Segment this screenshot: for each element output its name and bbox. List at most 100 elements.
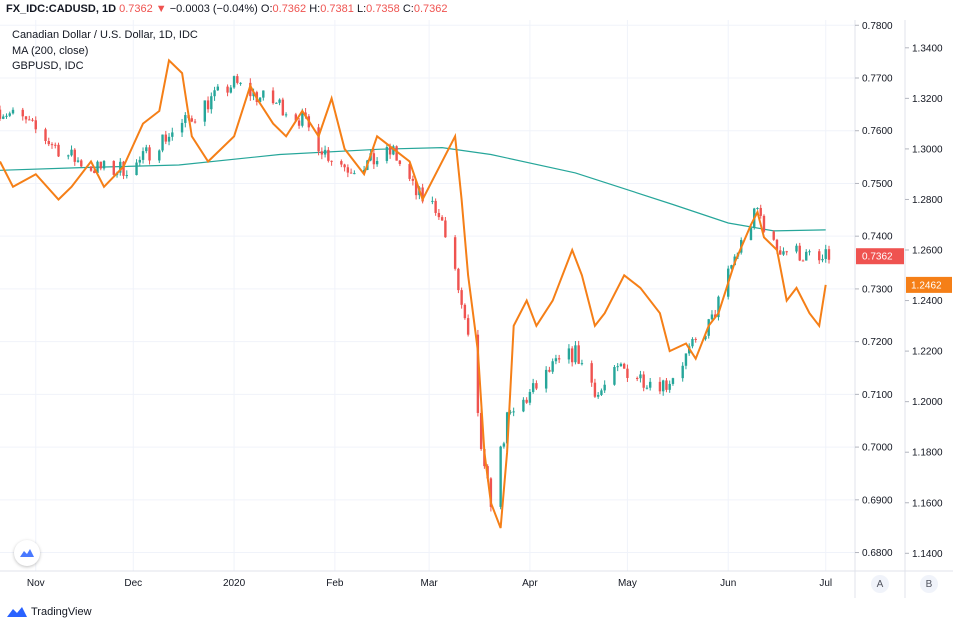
candle-124 (557, 354, 561, 363)
candle-3 (8, 111, 11, 118)
candle-body-51 (229, 87, 233, 93)
candle-90 (408, 162, 411, 182)
candle-body-158 (714, 314, 717, 318)
candle-body-109 (489, 478, 493, 507)
price-axis-right[interactable]: 1.3400 1.3200 1.3000 1.2800 1.2600 1.2400 1.22… (905, 43, 943, 560)
candle-body-144 (648, 381, 652, 388)
candle-74 (330, 160, 333, 166)
candle-body-39 (171, 132, 174, 137)
candle-49 (216, 84, 220, 92)
candle-body-178 (805, 251, 808, 261)
tradingview-brand[interactable]: TradingView (31, 606, 92, 618)
candle-91 (411, 175, 415, 186)
candle-76 (343, 163, 346, 172)
candle-body-70 (317, 127, 320, 152)
tradingview-cloud-icon[interactable] (14, 540, 40, 566)
time-axis[interactable]: Nov Dec 2020 Feb Mar Apr May Jun Jul (27, 578, 832, 589)
candle-body-101 (457, 268, 460, 291)
candle-12 (50, 142, 54, 149)
candle-body-176 (798, 245, 801, 261)
candle-138 (622, 362, 626, 369)
candle-body-30 (135, 162, 138, 176)
candle-body-74 (330, 160, 333, 162)
candle-body-150 (681, 365, 684, 379)
candle-127 (574, 341, 577, 365)
candle-118 (531, 378, 535, 394)
candle-body-137 (619, 363, 623, 367)
candle-60 (271, 87, 275, 105)
candle-body-106 (479, 412, 483, 449)
candle-body-96 (434, 200, 437, 213)
ma-200-line (0, 146, 826, 232)
cloud-chart-icon (20, 549, 34, 557)
price-axis-left[interactable]: 0.7800 0.7700 0.7600 0.7500 0.7400 0.7300 0.72… (855, 21, 893, 559)
candle-body-79 (353, 173, 356, 175)
x-tick-label-6: May (618, 578, 637, 589)
candle-body-125 (567, 348, 571, 360)
candle-117 (528, 389, 532, 406)
x-tick-label-8: Jul (819, 578, 832, 589)
candle-44 (193, 118, 197, 124)
candle-body-146 (661, 380, 665, 392)
auto-scale-button[interactable]: A (871, 575, 889, 593)
candle-body-173 (782, 251, 785, 255)
candle-121 (548, 366, 551, 373)
candle-18 (76, 157, 80, 163)
candle-149 (671, 377, 675, 386)
candle-103 (463, 303, 467, 320)
candle-120 (544, 366, 548, 393)
candle-body-128 (577, 345, 580, 364)
candle-body-118 (531, 383, 535, 392)
candle-body-175 (795, 245, 798, 252)
candle-body-159 (717, 296, 720, 318)
candle-body-110 (499, 446, 502, 507)
candle-111 (502, 441, 506, 449)
candle-8 (31, 117, 34, 122)
candle-104 (466, 314, 470, 337)
right-tick-label-9: 1.1600 (912, 498, 943, 509)
candle-body-139 (626, 368, 629, 378)
candle-15 (67, 154, 70, 160)
candle-181 (821, 254, 824, 263)
symbol-name[interactable]: FX_IDC:CADUSD, 1D (6, 3, 117, 15)
candle-98 (440, 215, 444, 221)
candle-body-34 (148, 147, 151, 161)
candle-body-135 (613, 367, 616, 385)
left-tick-label-6: 0.7200 (862, 337, 893, 348)
down-arrow-icon: ▼ (155, 3, 167, 15)
candle-35 (158, 149, 161, 164)
candle-body-95 (431, 200, 434, 202)
legend-series-main[interactable]: Canadian Dollar / U.S. Dollar, 1D, IDC (12, 29, 198, 41)
candle-body-63 (281, 99, 285, 116)
candle-body-5 (21, 109, 24, 117)
candle-153 (691, 337, 694, 349)
candle-19 (80, 159, 83, 168)
candle-16 (70, 145, 73, 157)
candle-176 (798, 242, 801, 262)
right-tick-label-7: 1.2000 (912, 397, 943, 408)
candle-body-104 (466, 318, 470, 335)
candle-body-129 (580, 363, 584, 365)
candle-body-71 (320, 151, 324, 155)
candle-31 (138, 156, 141, 167)
last-price-tag (856, 248, 904, 265)
candle-33 (145, 144, 148, 154)
candle-body-171 (775, 239, 779, 251)
legend-ma[interactable]: MA (200, close) (12, 45, 89, 57)
candle-83 (372, 148, 376, 169)
last-price: 0.7362 (119, 3, 153, 15)
candle-body-98 (440, 217, 444, 221)
second-scale-button[interactable]: B (920, 575, 938, 593)
right-tick-label-10: 1.1400 (912, 549, 943, 560)
tradingview-logo-icon[interactable] (6, 606, 28, 618)
candle-6 (24, 116, 28, 124)
candle-7 (28, 115, 31, 121)
candle-66 (297, 117, 301, 129)
candle-body-59 (262, 90, 265, 98)
candle-body-49 (216, 86, 220, 91)
candle-body-25 (112, 161, 115, 175)
candle-body-65 (294, 114, 298, 121)
legend-gbpusd[interactable]: GBPUSD, IDC (12, 60, 84, 72)
candle-5 (21, 107, 24, 121)
